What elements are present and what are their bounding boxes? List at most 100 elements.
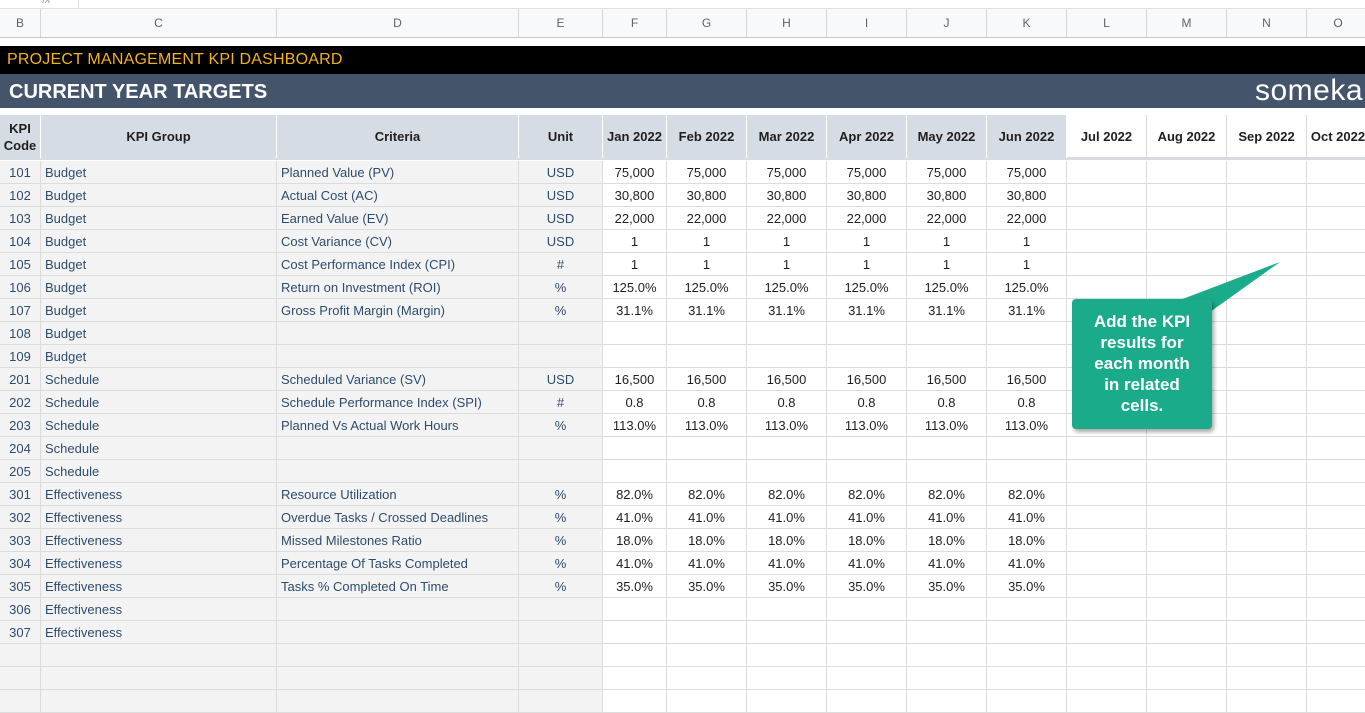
month-value-cell[interactable] <box>603 322 667 345</box>
month-value-cell[interactable] <box>907 621 987 644</box>
month-value-cell[interactable]: 41.0% <box>603 552 667 575</box>
month-value-cell[interactable]: 113.0% <box>907 414 987 437</box>
month-value-cell[interactable] <box>747 621 827 644</box>
kpi-code-cell[interactable]: 305 <box>0 575 41 598</box>
kpi-group-cell[interactable] <box>41 667 277 690</box>
month-value-cell[interactable] <box>907 345 987 368</box>
criteria-cell[interactable]: Overdue Tasks / Crossed Deadlines <box>277 506 519 529</box>
month-value-cell[interactable]: 22,000 <box>987 207 1067 230</box>
month-value-cell[interactable] <box>667 690 747 713</box>
month-value-cell[interactable]: 113.0% <box>747 414 827 437</box>
kpi-group-cell[interactable]: Schedule <box>41 391 277 414</box>
unit-cell[interactable] <box>519 345 603 368</box>
column-letter-g[interactable]: G <box>667 9 747 37</box>
kpi-group-cell[interactable]: Effectiveness <box>41 552 277 575</box>
kpi-code-cell[interactable] <box>0 690 41 713</box>
month-value-cell[interactable]: 82.0% <box>907 483 987 506</box>
month-value-cell[interactable]: 30,800 <box>987 184 1067 207</box>
empty-month-cell[interactable] <box>1307 690 1365 713</box>
criteria-cell[interactable]: Planned Vs Actual Work Hours <box>277 414 519 437</box>
month-value-cell[interactable] <box>667 621 747 644</box>
kpi-group-cell[interactable]: Budget <box>41 276 277 299</box>
unit-cell[interactable] <box>519 437 603 460</box>
month-value-cell[interactable] <box>667 345 747 368</box>
unit-cell[interactable]: USD <box>519 184 603 207</box>
month-value-cell[interactable] <box>907 322 987 345</box>
month-value-cell[interactable] <box>827 437 907 460</box>
someka-logo[interactable]: someka <box>1254 74 1363 107</box>
empty-month-cell[interactable] <box>1067 506 1147 529</box>
unit-cell[interactable] <box>519 322 603 345</box>
month-value-cell[interactable]: 82.0% <box>603 483 667 506</box>
month-value-cell[interactable] <box>987 690 1067 713</box>
empty-month-cell[interactable] <box>1147 644 1227 667</box>
empty-month-cell[interactable] <box>1147 483 1227 506</box>
empty-month-cell[interactable] <box>1307 253 1365 276</box>
empty-month-cell[interactable] <box>1307 414 1365 437</box>
month-value-cell[interactable]: 82.0% <box>987 483 1067 506</box>
kpi-code-cell[interactable]: 301 <box>0 483 41 506</box>
column-letter-l[interactable]: L <box>1067 9 1147 37</box>
month-value-cell[interactable]: 16,500 <box>907 368 987 391</box>
month-value-cell[interactable]: 31.1% <box>747 299 827 322</box>
kpi-code-cell[interactable]: 303 <box>0 529 41 552</box>
month-value-cell[interactable]: 30,800 <box>667 184 747 207</box>
empty-month-cell[interactable] <box>1067 690 1147 713</box>
month-value-cell[interactable]: 41.0% <box>827 506 907 529</box>
month-value-cell[interactable]: 31.1% <box>907 299 987 322</box>
empty-month-cell[interactable] <box>1227 552 1307 575</box>
unit-cell[interactable] <box>519 690 603 713</box>
empty-month-cell[interactable] <box>1307 437 1365 460</box>
empty-month-cell[interactable] <box>1307 161 1365 184</box>
month-value-cell[interactable] <box>667 667 747 690</box>
empty-month-cell[interactable] <box>1147 437 1227 460</box>
month-value-cell[interactable] <box>907 437 987 460</box>
column-letter-e[interactable]: E <box>519 9 603 37</box>
month-value-cell[interactable]: 31.1% <box>827 299 907 322</box>
month-value-cell[interactable]: 1 <box>603 253 667 276</box>
kpi-group-cell[interactable]: Budget <box>41 230 277 253</box>
column-letter-c[interactable]: C <box>41 9 277 37</box>
month-value-cell[interactable] <box>747 598 827 621</box>
unit-cell[interactable] <box>519 621 603 644</box>
empty-month-cell[interactable] <box>1147 230 1227 253</box>
empty-month-cell[interactable] <box>1227 253 1307 276</box>
kpi-code-cell[interactable]: 307 <box>0 621 41 644</box>
empty-month-cell[interactable] <box>1067 575 1147 598</box>
month-value-cell[interactable] <box>827 345 907 368</box>
empty-month-cell[interactable] <box>1307 575 1365 598</box>
month-value-cell[interactable]: 22,000 <box>827 207 907 230</box>
empty-month-cell[interactable] <box>1227 506 1307 529</box>
unit-cell[interactable]: % <box>519 529 603 552</box>
kpi-group-cell[interactable]: Budget <box>41 253 277 276</box>
empty-month-cell[interactable] <box>1147 506 1227 529</box>
month-value-cell[interactable]: 16,500 <box>987 368 1067 391</box>
empty-month-cell[interactable] <box>1227 667 1307 690</box>
month-value-cell[interactable]: 75,000 <box>667 161 747 184</box>
month-value-cell[interactable] <box>827 667 907 690</box>
criteria-cell[interactable]: Percentage Of Tasks Completed <box>277 552 519 575</box>
empty-month-cell[interactable] <box>1227 575 1307 598</box>
kpi-code-cell[interactable]: 202 <box>0 391 41 414</box>
empty-month-cell[interactable] <box>1227 161 1307 184</box>
month-value-cell[interactable] <box>667 598 747 621</box>
month-value-cell[interactable]: 1 <box>987 253 1067 276</box>
empty-month-cell[interactable] <box>1067 437 1147 460</box>
kpi-group-cell[interactable]: Schedule <box>41 414 277 437</box>
unit-cell[interactable]: USD <box>519 207 603 230</box>
month-value-cell[interactable] <box>907 644 987 667</box>
empty-month-cell[interactable] <box>1067 230 1147 253</box>
month-value-cell[interactable]: 22,000 <box>747 207 827 230</box>
month-value-cell[interactable]: 1 <box>987 230 1067 253</box>
month-value-cell[interactable]: 125.0% <box>667 276 747 299</box>
kpi-code-cell[interactable] <box>0 667 41 690</box>
month-value-cell[interactable] <box>987 437 1067 460</box>
month-value-cell[interactable]: 35.0% <box>907 575 987 598</box>
month-value-cell[interactable] <box>747 460 827 483</box>
kpi-group-cell[interactable]: Schedule <box>41 460 277 483</box>
kpi-code-cell[interactable]: 201 <box>0 368 41 391</box>
criteria-cell[interactable]: Cost Variance (CV) <box>277 230 519 253</box>
criteria-cell[interactable] <box>277 621 519 644</box>
kpi-code-cell[interactable]: 108 <box>0 322 41 345</box>
criteria-cell[interactable] <box>277 598 519 621</box>
